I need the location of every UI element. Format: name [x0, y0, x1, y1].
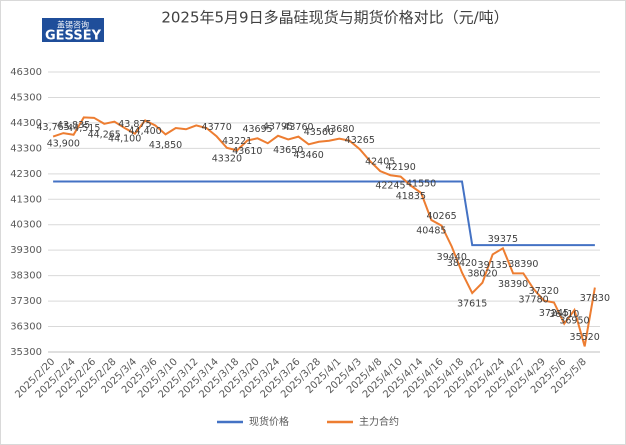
data-label: 44,515 [67, 123, 100, 134]
data-label: 44,265 [88, 129, 121, 140]
data-label: 43,835 [57, 120, 90, 131]
data-label: 43,900 [47, 139, 80, 150]
y-tick-label: 46300 [10, 67, 42, 78]
y-tick-label: 36300 [10, 322, 42, 333]
logo-name: 盖锡咨询 [57, 20, 89, 30]
y-tick-label: 42300 [10, 169, 42, 180]
data-label: 41550 [406, 178, 436, 189]
data-label: 44,100 [108, 134, 141, 145]
data-label: 39375 [488, 234, 518, 245]
data-label: 40485 [416, 226, 446, 237]
data-label: 37245 [539, 308, 569, 319]
data-label: 43,850 [149, 140, 182, 151]
logo-brand: GESSEY [45, 29, 102, 44]
series-line [53, 180, 595, 247]
legend-label: 主力合约 [359, 415, 399, 428]
data-label: 42190 [386, 162, 416, 173]
data-label: 43610 [232, 146, 262, 157]
data-label: 43,765 [36, 122, 69, 133]
data-label: 36410 [549, 309, 579, 320]
data-label: 43320 [212, 153, 242, 164]
data-label: 38420 [447, 258, 477, 269]
data-label: 43221 [222, 136, 252, 147]
data-label: 44,400 [128, 126, 161, 137]
series-line [52, 116, 596, 347]
data-label: 37615 [457, 299, 487, 310]
data-label: 38390 [508, 259, 538, 270]
y-tick-label: 45300 [10, 92, 42, 103]
data-label: 38020 [467, 268, 497, 279]
data-label: 43650 [273, 145, 303, 156]
y-tick-label: 43300 [10, 143, 42, 154]
data-label: 43460 [294, 150, 324, 161]
data-label: 38390 [498, 279, 528, 290]
data-label: 43770 [202, 122, 232, 133]
logo-box [42, 18, 104, 42]
y-tick-label: 44300 [10, 118, 42, 129]
chart-title: 2025年5月9日多晶硅现货与期货价格对比（元/吨） [161, 9, 508, 27]
y-tick-label: 39300 [10, 245, 42, 256]
data-label: 42245 [375, 181, 405, 192]
y-tick-label: 41300 [10, 194, 42, 205]
data-label: 43,875 [118, 119, 151, 130]
data-label: 40265 [426, 211, 456, 222]
data-label: 35520 [570, 332, 600, 343]
y-tick-label: 35300 [10, 347, 42, 358]
logo: GESSEY 盖锡咨询 [42, 18, 104, 44]
data-label: 43760 [283, 122, 313, 133]
data-label: 37780 [518, 294, 548, 305]
data-label: 43265 [345, 135, 375, 146]
y-tick-label: 37300 [10, 296, 42, 307]
data-label: 43560 [304, 127, 334, 138]
data-label: 39135 [478, 260, 508, 271]
data-label: 43680 [324, 124, 354, 135]
data-label: 43795 [263, 121, 293, 132]
data-label: 42405 [365, 157, 395, 168]
data-label: 37830 [580, 293, 610, 304]
data-label: 41835 [396, 191, 426, 202]
y-tick-label: 38300 [10, 271, 42, 282]
data-label: 37320 [529, 286, 559, 297]
y-tick-label: 40300 [10, 220, 42, 231]
data-label: 39440 [437, 252, 467, 263]
legend-label: 现货价格 [249, 415, 289, 428]
data-label: 43695 [242, 124, 272, 135]
data-label: 36950 [559, 316, 589, 327]
